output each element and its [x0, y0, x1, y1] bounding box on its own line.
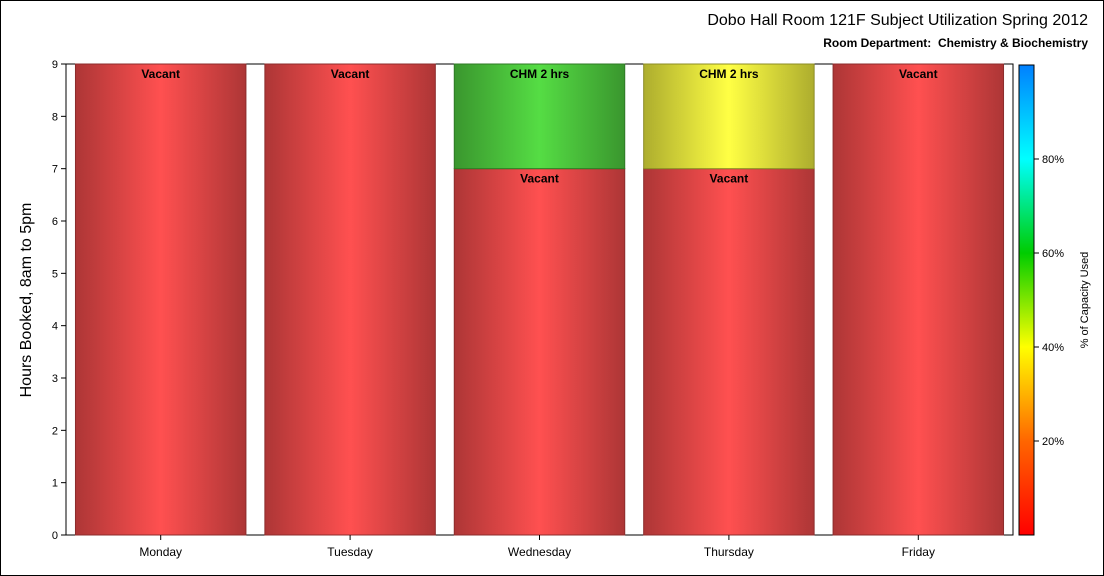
- x-tick-label: Wednesday: [508, 545, 571, 559]
- colorbar-tick-label: 40%: [1042, 342, 1064, 354]
- bar-segment: [264, 63, 436, 536]
- x-tick-label: Thursday: [704, 545, 754, 559]
- x-tick-label: Tuesday: [327, 545, 373, 559]
- colorbar-tick-label: 60%: [1042, 248, 1064, 260]
- chart-title: Dobo Hall Room 121F Subject Utilization …: [707, 12, 1088, 29]
- y-tick-label: 1: [52, 478, 58, 490]
- colorbar-title: % of Capacity Used: [1079, 252, 1091, 349]
- colorbar: [1018, 64, 1035, 536]
- segment-label: CHM 2 hrs: [699, 67, 759, 81]
- y-tick-label: 5: [52, 268, 58, 280]
- y-tick-label: 7: [52, 164, 58, 176]
- x-tick-label: Monday: [139, 545, 182, 559]
- x-tick-label: Friday: [902, 545, 935, 559]
- y-tick-label: 8: [52, 111, 58, 123]
- y-tick-label: 6: [52, 216, 58, 228]
- colorbar-tick-label: 80%: [1042, 154, 1064, 166]
- y-tick-label: 3: [52, 373, 58, 385]
- y-tick-label: 9: [52, 59, 58, 71]
- bar-segment: [643, 168, 815, 536]
- segment-label: Vacant: [520, 172, 559, 186]
- segment-label: Vacant: [141, 67, 180, 81]
- colorbar-tick-label: 20%: [1042, 436, 1064, 448]
- bar-segment: [832, 63, 1005, 536]
- y-axis-title: Hours Booked, 8am to 5pm: [18, 203, 35, 398]
- bar-segment: [643, 63, 815, 170]
- segment-label: Vacant: [710, 172, 749, 186]
- y-tick-label: 0: [52, 530, 58, 542]
- segment-label: CHM 2 hrs: [510, 67, 570, 81]
- bar-segment: [453, 168, 626, 536]
- y-tick-label: 4: [52, 321, 58, 333]
- chart-subtitle: Room Department: Chemistry & Biochemistr…: [823, 36, 1088, 50]
- segment-label: Vacant: [331, 67, 370, 81]
- bar-segment: [74, 63, 247, 536]
- segment-label: Vacant: [899, 67, 938, 81]
- y-tick-label: 2: [52, 425, 58, 437]
- plot-area: 0 1 2 3 4 5 6 7 8 9 Vacant Monday Vacant Tuesday Vacan…: [52, 59, 1014, 559]
- bar-segment: [453, 63, 626, 170]
